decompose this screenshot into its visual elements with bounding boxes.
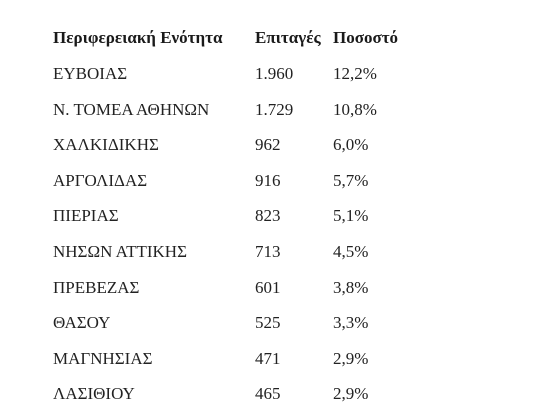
header-cell: Επιταγές: [255, 28, 321, 47]
table-cell: ΝΗΣΩΝ ΑΤΤΙΚΗΣ: [53, 242, 187, 261]
table-cell: ΛΑΣΙΘΙΟΥ: [53, 384, 135, 404]
table-cell: ΘΑΣΟΥ: [53, 313, 111, 333]
table-cell: 5,7%: [333, 170, 369, 190]
table-cell: 962: [255, 135, 281, 155]
table-cell: 525: [255, 313, 281, 333]
table-cell: Ν. ΤΟΜΕΑ ΑΘΗΝΩΝ: [53, 99, 210, 119]
table-cell: ΑΡΓΟΛΙΔΑΣ: [53, 170, 148, 190]
table-cell: 10,8%: [333, 99, 377, 119]
table-cell: 6,0%: [333, 135, 369, 155]
table-cell: ΠΙΕΡΙΑΣ: [53, 206, 119, 226]
table-cell: 823: [255, 206, 281, 226]
table-cell: 465: [255, 384, 281, 404]
table-cell: ΜΑΓΝΗΣΙΑΣ: [53, 348, 153, 368]
table-cell: 1.729: [255, 99, 294, 119]
table-cell: ΧΑΛΚΙΔΙΚΗΣ: [53, 135, 159, 155]
table-cell: 471: [255, 348, 281, 368]
header-cell: Περιφερειακή Ενότητα: [53, 28, 223, 47]
table-cell: ΕΥΒΟΙΑΣ: [53, 64, 128, 83]
table-cell: 4,5%: [333, 242, 369, 261]
table-cell: 713: [255, 242, 281, 261]
table-cell: 3,3%: [333, 313, 369, 333]
table-cell: 3,8%: [333, 277, 369, 297]
header-cell: Ποσοστό: [333, 28, 399, 47]
table-cell: 5,1%: [333, 206, 369, 226]
table-cell: 601: [255, 277, 281, 297]
table-cell: 1.960: [255, 64, 294, 83]
table-cell: 2,9%: [333, 348, 369, 368]
table-cell: 916: [255, 170, 281, 190]
table-cell: 2,9%: [333, 384, 369, 404]
table-cell: 12,2%: [333, 64, 377, 83]
table-cell: ΠΡΕΒΕΖΑΣ: [53, 277, 140, 297]
